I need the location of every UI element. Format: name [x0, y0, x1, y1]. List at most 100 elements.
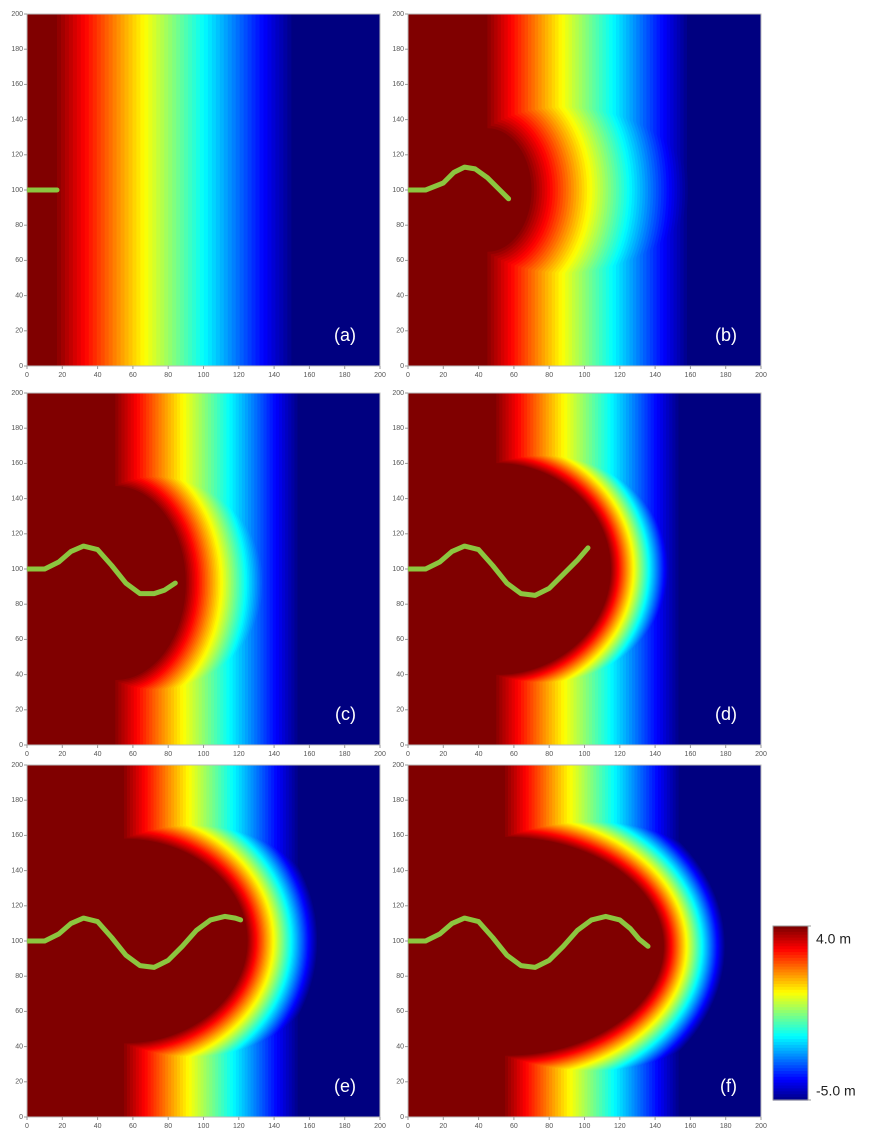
y-tick-label: 0: [400, 1114, 404, 1121]
colorbar-segment: [773, 1001, 808, 1005]
y-tick-label: 180: [392, 425, 404, 432]
field-bulge: [443, 128, 532, 252]
y-tick-label: 60: [396, 257, 404, 264]
colorbar-segment: [773, 1088, 808, 1092]
x-tick-label: 0: [25, 372, 29, 379]
colorbar-segment: [773, 1097, 808, 1101]
x-tick-label: 180: [339, 751, 351, 758]
y-tick-label: 80: [396, 973, 404, 980]
y-tick-label: 20: [396, 707, 404, 714]
x-tick-label: 40: [475, 1123, 483, 1130]
panel-label: (c): [335, 704, 356, 724]
y-tick-label: 100: [392, 566, 404, 573]
y-tick-label: 100: [392, 187, 404, 194]
y-tick-label: 80: [396, 601, 404, 608]
colorbar-segment: [773, 1013, 808, 1017]
colorbar-segment: [773, 931, 808, 936]
x-tick-label: 120: [233, 1123, 245, 1130]
colorbar-segment: [773, 1036, 808, 1040]
y-tick-label: 200: [392, 390, 404, 397]
colorbar-label: -5.0 m: [816, 1083, 856, 1099]
x-tick-label: 160: [304, 372, 316, 379]
y-tick-label: 40: [15, 1043, 23, 1050]
x-tick-label: 40: [94, 1123, 102, 1130]
y-tick-label: 160: [392, 832, 404, 839]
y-tick-label: 180: [11, 46, 23, 53]
y-tick-label: 160: [11, 81, 23, 88]
x-tick-label: 80: [545, 1123, 553, 1130]
colorbar-segment: [773, 989, 808, 994]
colorbar-segment: [773, 992, 808, 997]
x-tick-label: 100: [579, 372, 591, 379]
colorbar-segment: [773, 943, 808, 947]
y-tick-label: 60: [15, 1008, 23, 1015]
x-tick-label: 80: [164, 751, 172, 758]
colorbar-segment: [773, 1053, 808, 1058]
y-tick-label: 60: [15, 257, 23, 264]
colorbar-segment: [773, 1044, 808, 1049]
colorbar-segment: [773, 946, 808, 950]
y-tick-label: 20: [396, 328, 404, 335]
colorbar-segment: [773, 981, 808, 985]
x-tick-label: 60: [129, 372, 137, 379]
colorbar-segment: [773, 1030, 808, 1034]
colorbar-segment: [773, 1079, 808, 1084]
y-tick-label: 120: [11, 152, 23, 159]
colorbar-segment: [773, 1039, 808, 1043]
x-tick-label: 140: [268, 1123, 280, 1130]
y-tick-label: 0: [19, 742, 23, 749]
colorbar-segment: [773, 1004, 808, 1008]
colorbar-segment: [773, 1050, 808, 1055]
y-tick-label: 200: [11, 11, 23, 18]
colorbar-segment: [773, 955, 808, 959]
x-tick-label: 0: [25, 751, 29, 758]
colorbar-segment: [773, 1085, 808, 1089]
y-tick-label: 180: [11, 425, 23, 432]
x-tick-label: 200: [755, 751, 767, 758]
well-path: [408, 543, 591, 598]
x-tick-label: 120: [614, 751, 626, 758]
x-tick-label: 120: [614, 1123, 626, 1130]
x-tick-label: 160: [685, 1123, 697, 1130]
colorbar-segment: [773, 1094, 808, 1098]
x-tick-label: 200: [755, 1123, 767, 1130]
y-tick-label: 160: [11, 832, 23, 839]
x-tick-label: 60: [510, 1123, 518, 1130]
panel-label: (e): [334, 1076, 356, 1096]
y-tick-label: 200: [392, 762, 404, 769]
panel: [27, 14, 380, 366]
colorbar-segment: [773, 960, 808, 965]
y-tick-label: 60: [396, 1008, 404, 1015]
panel-label: (f): [720, 1076, 737, 1096]
x-tick-label: 100: [198, 751, 210, 758]
panel: [27, 765, 380, 1117]
y-tick-label: 40: [396, 1043, 404, 1050]
colorbar-segment: [773, 984, 808, 988]
colorbar-segment: [773, 1076, 808, 1081]
colorbar-segment: [773, 952, 808, 956]
colorbar-segment: [773, 1062, 808, 1066]
x-tick-label: 140: [649, 751, 661, 758]
colorbar-segment: [773, 940, 808, 944]
colorbar-segment: [773, 1015, 808, 1020]
colorbar-segment: [773, 934, 808, 939]
y-tick-label: 40: [396, 671, 404, 678]
y-tick-label: 20: [396, 1079, 404, 1086]
y-tick-label: 200: [11, 762, 23, 769]
x-tick-label: 200: [755, 372, 767, 379]
y-tick-label: 120: [392, 531, 404, 538]
y-tick-label: 60: [15, 636, 23, 643]
y-tick-label: 140: [392, 495, 404, 502]
colorbar-segment: [773, 986, 808, 991]
y-tick-label: 100: [392, 938, 404, 945]
x-tick-label: 200: [374, 1123, 386, 1130]
y-tick-label: 200: [392, 11, 404, 18]
x-tick-label: 160: [304, 751, 316, 758]
y-tick-label: 0: [19, 1114, 23, 1121]
colorbar-segment: [773, 1007, 808, 1011]
colorbar-segment: [773, 1042, 808, 1046]
panel-label: (b): [715, 325, 737, 345]
y-tick-label: 40: [396, 292, 404, 299]
x-tick-label: 80: [164, 1123, 172, 1130]
x-tick-label: 180: [720, 1123, 732, 1130]
